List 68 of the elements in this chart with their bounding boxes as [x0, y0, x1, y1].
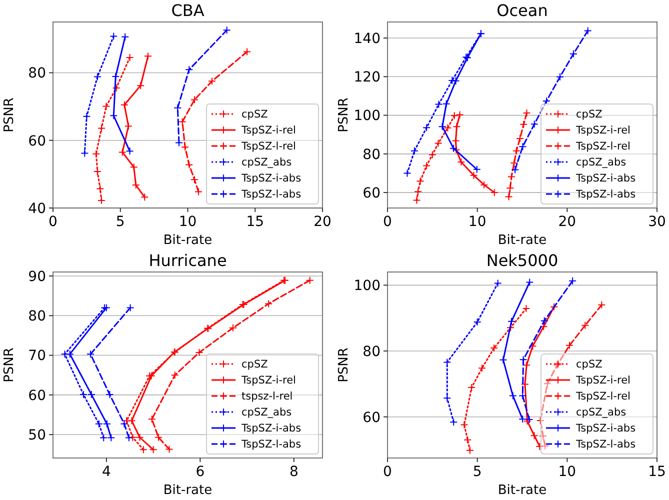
legend-label: TspSZ-i-rel	[240, 124, 296, 137]
legend-label: cpSZ	[576, 108, 602, 121]
legend-label: TspSZ-l-abs	[575, 188, 636, 201]
x-tick-label: 20	[558, 214, 576, 230]
y-tick-label: 80	[362, 146, 380, 163]
y-tick-label: 80	[28, 308, 46, 325]
x-tick-label: 0	[383, 214, 392, 230]
chart-title: Ocean	[496, 1, 548, 20]
x-axis-title: Bit-rate	[163, 233, 212, 248]
y-tick-label: 90	[28, 268, 46, 285]
legend-label: cpSZ	[242, 108, 268, 121]
x-axis-title: Bit-rate	[498, 233, 547, 248]
y-tick-label: 60	[362, 410, 380, 426]
x-tick-label: 5	[116, 214, 125, 230]
chart-title: Nek5000	[486, 251, 558, 270]
y-tick-label: 50	[28, 428, 46, 444]
legend-label: TspSZ-l-abs	[240, 188, 302, 201]
y-tick-label: 80	[362, 344, 380, 360]
y-axis-title: PSNR	[2, 98, 17, 132]
legend-label: cpSZ_abs	[576, 156, 626, 169]
x-tick-label: 0	[383, 464, 392, 480]
legend-label: tspsz-l-rel	[242, 390, 293, 403]
x-tick-label: 10	[178, 214, 197, 230]
legend-label: TspSZ-l-rel	[575, 140, 630, 153]
legend-label: TspSZ-i-abs	[240, 422, 302, 435]
legend-label: cpSZ	[576, 358, 602, 371]
x-tick-label: 5	[472, 464, 482, 480]
x-tick-label: 8	[289, 464, 298, 480]
x-tick-label: 4	[102, 464, 111, 480]
legend-label: cpSZ	[242, 358, 268, 371]
y-axis-title: PSNR	[336, 98, 352, 132]
y-tick-label: 80	[28, 66, 46, 82]
y-axis-title: PSNR	[336, 348, 352, 382]
x-axis-title: Bit-rate	[498, 483, 547, 498]
legend-label: TspSZ-l-rel	[575, 390, 630, 403]
x-tick-label: 10	[558, 464, 576, 480]
chart-title: CBA	[171, 1, 204, 20]
legend-label: cpSZ_abs	[242, 406, 292, 419]
y-tick-label: 100	[354, 278, 380, 294]
legend-label: TspSZ-l-abs	[575, 438, 636, 451]
legend-label: TspSZ-i-rel	[240, 374, 296, 387]
x-tick-label: 15	[648, 464, 666, 480]
y-tick-label: 140	[354, 30, 380, 47]
y-tick-label: 60	[28, 388, 46, 404]
legend-label: TspSZ-i-abs	[575, 172, 636, 185]
chart-title: Hurricane	[148, 251, 227, 270]
y-tick-label: 120	[354, 70, 380, 86]
x-tick-label: 10	[468, 214, 486, 230]
x-tick-label: 0	[48, 214, 58, 230]
legend-label: TspSZ-i-rel	[575, 374, 630, 387]
y-tick-label: 100	[354, 108, 380, 124]
x-tick-label: 30	[648, 214, 666, 230]
legend-label: cpSZ_abs	[576, 406, 626, 419]
legend-label: TspSZ-i-rel	[575, 124, 630, 137]
legend-label: TspSZ-i-abs	[240, 172, 302, 185]
x-tick-label: 6	[196, 464, 205, 480]
y-tick-label: 60	[362, 185, 380, 202]
y-tick-label: 70	[28, 348, 46, 364]
x-tick-label: 15	[246, 214, 264, 230]
legend-label: TspSZ-l-rel	[240, 140, 296, 153]
y-tick-label: 40	[28, 200, 46, 217]
x-tick-label: 20	[314, 214, 332, 230]
legend-label: TspSZ-i-abs	[575, 422, 636, 435]
y-axis-title: PSNR	[2, 348, 17, 382]
legend-label: TspSZ-l-abs	[240, 438, 302, 451]
y-tick-label: 60	[28, 133, 46, 150]
legend-label: cpSZ_abs	[242, 156, 292, 169]
x-axis-title: Bit-rate	[163, 483, 212, 498]
